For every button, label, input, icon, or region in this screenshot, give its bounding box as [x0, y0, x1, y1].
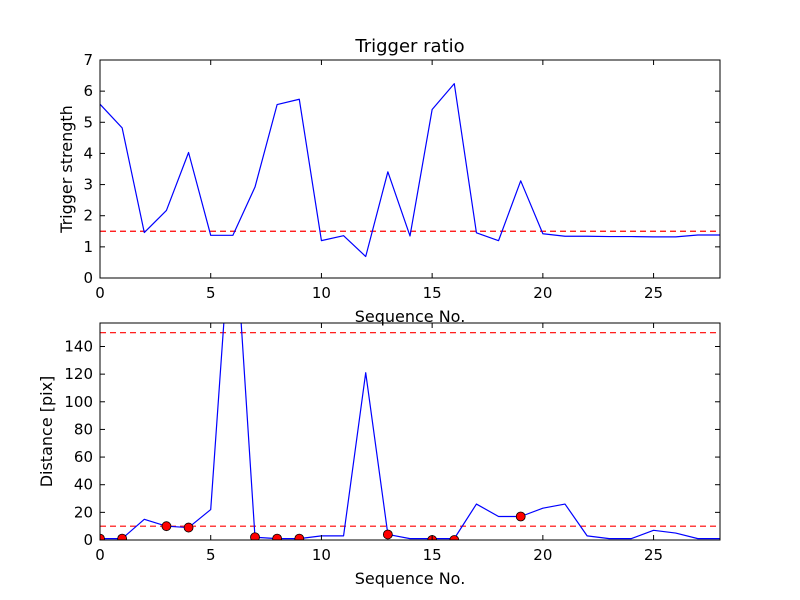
- y-tick-label: 40: [74, 476, 93, 494]
- x-tick-label: 0: [95, 284, 105, 302]
- series-line-1: [100, 83, 720, 258]
- y-axis-label: Distance [pix]: [37, 376, 56, 488]
- y-tick-label: 20: [74, 503, 93, 521]
- y-tick-label: 3: [83, 176, 93, 194]
- y-tick-label: 6: [83, 82, 93, 100]
- x-tick-label: 5: [206, 284, 216, 302]
- chart-panel-1: 0 5 10 15 20 25 0 1 2 3 4 5 6 7 Sequence No. Trigger st…: [57, 36, 721, 326]
- y-tick-label: 4: [83, 144, 93, 162]
- y-tick-label: 80: [74, 420, 93, 438]
- x-tick-label: 5: [206, 546, 216, 564]
- y-tick-label: 0: [83, 531, 93, 549]
- data-point: [272, 533, 283, 540]
- x-tick-label: 25: [644, 546, 663, 564]
- y-tick-label: 2: [83, 207, 93, 225]
- x-tick-label: 0: [95, 546, 105, 564]
- series-line-1: [100, 323, 720, 540]
- y-tick-label: 60: [74, 448, 93, 466]
- x-axis-label: Sequence No.: [355, 569, 466, 588]
- y-axis-label: Trigger strength: [57, 105, 76, 234]
- data-point: [250, 532, 260, 540]
- data-point: [161, 521, 172, 532]
- y-tick-label: 100: [64, 393, 93, 411]
- x-tick-label: 20: [533, 284, 552, 302]
- y-tick-label: 120: [64, 365, 93, 383]
- plot-area: [100, 83, 720, 258]
- y-tick-label: 140: [64, 337, 93, 355]
- axes-frame: [99, 322, 721, 541]
- y-tick-label: 0: [83, 269, 93, 287]
- plot-area: [100, 323, 720, 540]
- axes-frame: [99, 59, 721, 279]
- x-axis-label: Sequence No.: [355, 307, 466, 326]
- data-point: [515, 511, 526, 522]
- chart-panel-2: 0 5 10 15 20 25 0 20 40 60 80 100 120 140 Sequence No.…: [37, 322, 721, 588]
- data-point: [294, 533, 305, 540]
- x-tick-label: 15: [423, 284, 442, 302]
- chart-title: Trigger ratio: [354, 36, 464, 57]
- x-tick-label: 20: [533, 546, 552, 564]
- data-point: [183, 522, 194, 533]
- y-tick-label: 5: [83, 113, 93, 131]
- x-tick-label: 10: [312, 284, 331, 302]
- data-point: [449, 535, 460, 540]
- data-point: [100, 533, 105, 540]
- y-tick-label: 7: [83, 51, 93, 69]
- data-point: [117, 533, 128, 540]
- data-point: [382, 529, 393, 540]
- x-tick-label: 15: [423, 546, 442, 564]
- y-tick-label: 1: [83, 238, 93, 256]
- x-tick-label: 25: [644, 284, 663, 302]
- x-tick-label: 10: [312, 546, 331, 564]
